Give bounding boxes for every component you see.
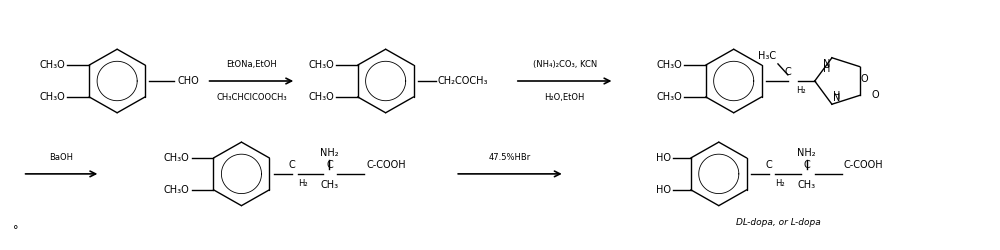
Text: CHO: CHO bbox=[177, 76, 199, 86]
Text: CH₃O: CH₃O bbox=[40, 92, 65, 102]
Text: N: N bbox=[833, 93, 841, 103]
Text: HO: HO bbox=[656, 153, 671, 163]
Text: (NH₄)₂CO₃, KCN: (NH₄)₂CO₃, KCN bbox=[533, 60, 597, 69]
Text: C: C bbox=[785, 67, 791, 77]
Text: CH₃O: CH₃O bbox=[40, 60, 65, 70]
Text: CH₂COCH₃: CH₂COCH₃ bbox=[438, 76, 488, 86]
Text: N: N bbox=[823, 59, 831, 69]
Text: DL-dopa, or L-dopa: DL-dopa, or L-dopa bbox=[736, 218, 821, 227]
Text: CH₃O: CH₃O bbox=[656, 60, 682, 70]
Text: O: O bbox=[861, 74, 869, 84]
Text: H₂: H₂ bbox=[775, 179, 785, 188]
Text: CH₃CHClCOOCH₃: CH₃CHClCOOCH₃ bbox=[216, 93, 287, 102]
Text: BaOH: BaOH bbox=[49, 153, 73, 162]
Text: CH₃: CH₃ bbox=[320, 180, 339, 190]
Text: CH₃O: CH₃O bbox=[308, 60, 334, 70]
Text: CH₃O: CH₃O bbox=[308, 92, 334, 102]
Text: 47.5%HBr: 47.5%HBr bbox=[489, 153, 531, 162]
Text: EtONa,EtOH: EtONa,EtOH bbox=[226, 60, 277, 69]
Text: C: C bbox=[326, 160, 333, 170]
Text: H₂: H₂ bbox=[298, 179, 307, 188]
Text: CH₃O: CH₃O bbox=[656, 92, 682, 102]
Text: O: O bbox=[872, 90, 879, 100]
Text: C: C bbox=[766, 160, 772, 170]
Text: H₂O,EtOH: H₂O,EtOH bbox=[544, 93, 585, 102]
Text: CH₃O: CH₃O bbox=[164, 153, 190, 163]
Text: C-COOH: C-COOH bbox=[844, 160, 883, 170]
Text: H: H bbox=[823, 64, 831, 74]
Text: H₃C: H₃C bbox=[758, 52, 776, 62]
Text: NH₂: NH₂ bbox=[320, 148, 339, 158]
Text: H₂: H₂ bbox=[796, 86, 805, 95]
Text: C-COOH: C-COOH bbox=[366, 160, 406, 170]
Text: HO: HO bbox=[656, 185, 671, 195]
Text: °: ° bbox=[13, 225, 18, 235]
Text: CH₃O: CH₃O bbox=[164, 185, 190, 195]
Text: H: H bbox=[833, 90, 841, 101]
Text: CH₃: CH₃ bbox=[798, 180, 816, 190]
Text: C: C bbox=[288, 160, 295, 170]
Text: C: C bbox=[803, 160, 810, 170]
Text: NH₂: NH₂ bbox=[797, 148, 816, 158]
